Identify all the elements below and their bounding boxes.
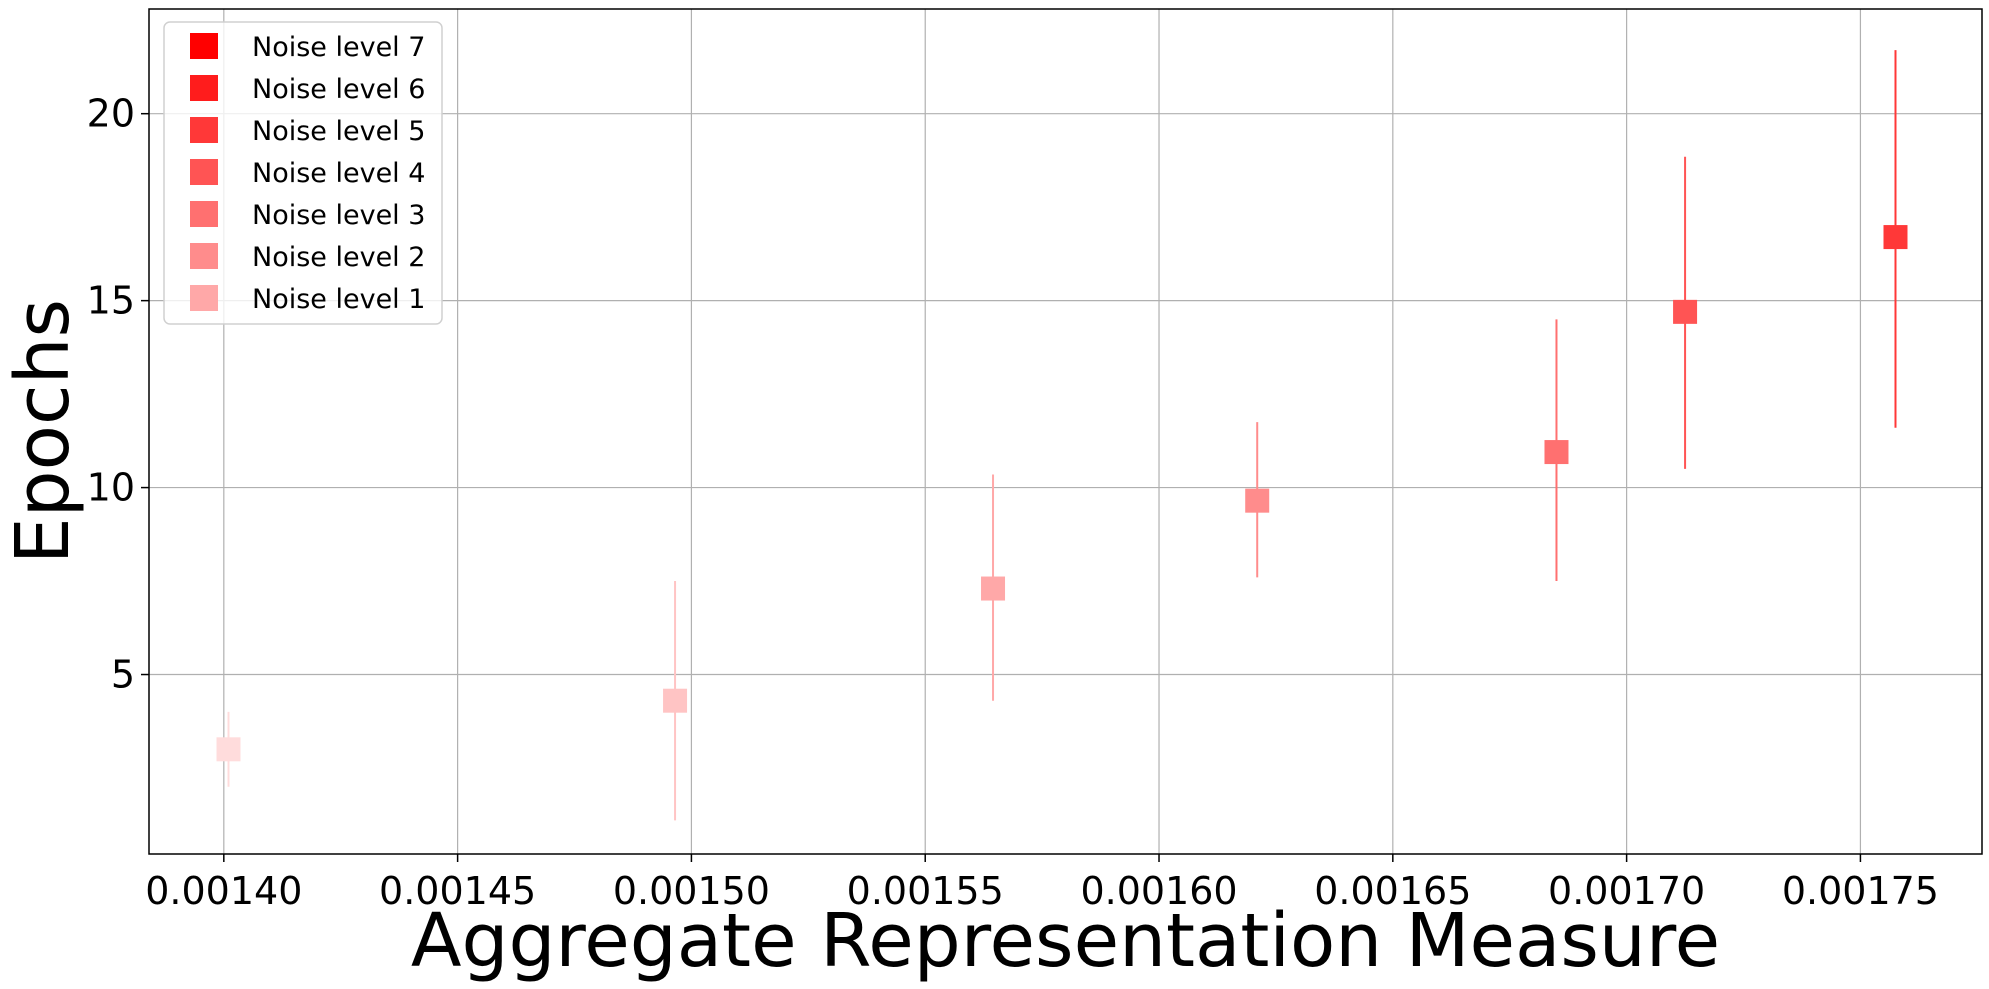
- data-point-marker: [216, 737, 241, 762]
- legend-box: [163, 21, 443, 325]
- y-axis-title: Epochs: [0, 299, 86, 564]
- x-tick-label: 0.00150: [613, 869, 770, 913]
- x-tick-label: 0.00160: [1080, 869, 1237, 913]
- errorbar-layer: [227, 50, 1897, 821]
- data-point-marker: [981, 576, 1006, 601]
- x-tick-label: 0.00165: [1314, 869, 1471, 913]
- legend-label: Noise level 5: [252, 116, 425, 147]
- legend-swatch: [190, 33, 218, 59]
- legend-label: Noise level 6: [252, 74, 425, 105]
- legend-label: Noise level 1: [252, 284, 425, 315]
- marker-layer: [216, 225, 1908, 762]
- legend-label: Noise level 7: [252, 32, 425, 63]
- legend-swatch: [190, 117, 218, 143]
- x-tick-label: 0.00170: [1548, 869, 1705, 913]
- data-point-marker: [1673, 299, 1698, 324]
- y-tick-label: 20: [87, 92, 135, 136]
- data-point-marker: [1245, 488, 1270, 513]
- tick-layer: 0.00140 0.00145 0.00150 0.00155 0.00160 0.001…: [87, 92, 1939, 913]
- legend-label: Noise level 3: [252, 200, 425, 231]
- legend-swatch: [190, 201, 218, 227]
- y-tick-label: 15: [87, 279, 135, 323]
- legend: Noise level 7 Noise level 6 Noise level 5 N…: [163, 21, 443, 325]
- data-point-marker: [1544, 440, 1569, 465]
- y-tick-label: 10: [87, 466, 135, 510]
- legend-label: Noise level 4: [252, 158, 425, 189]
- legend-swatch: [190, 285, 218, 311]
- y-tick-label: 5: [111, 653, 135, 697]
- x-tick-label: 0.00175: [1782, 869, 1939, 913]
- legend-swatch: [190, 243, 218, 269]
- legend-label: Noise level 2: [252, 242, 425, 273]
- x-tick-label: 0.00140: [145, 869, 302, 913]
- plot-frame: [148, 8, 1983, 855]
- data-point-marker: [663, 688, 688, 713]
- legend-swatch: [190, 75, 218, 101]
- data-point-marker: [1883, 225, 1908, 250]
- grid-layer: [149, 9, 1982, 854]
- x-tick-label: 0.00155: [847, 869, 1004, 913]
- x-tick-label: 0.00145: [379, 869, 536, 913]
- x-axis-title: Aggregate Representation Measure: [411, 898, 1720, 984]
- legend-swatch: [190, 159, 218, 185]
